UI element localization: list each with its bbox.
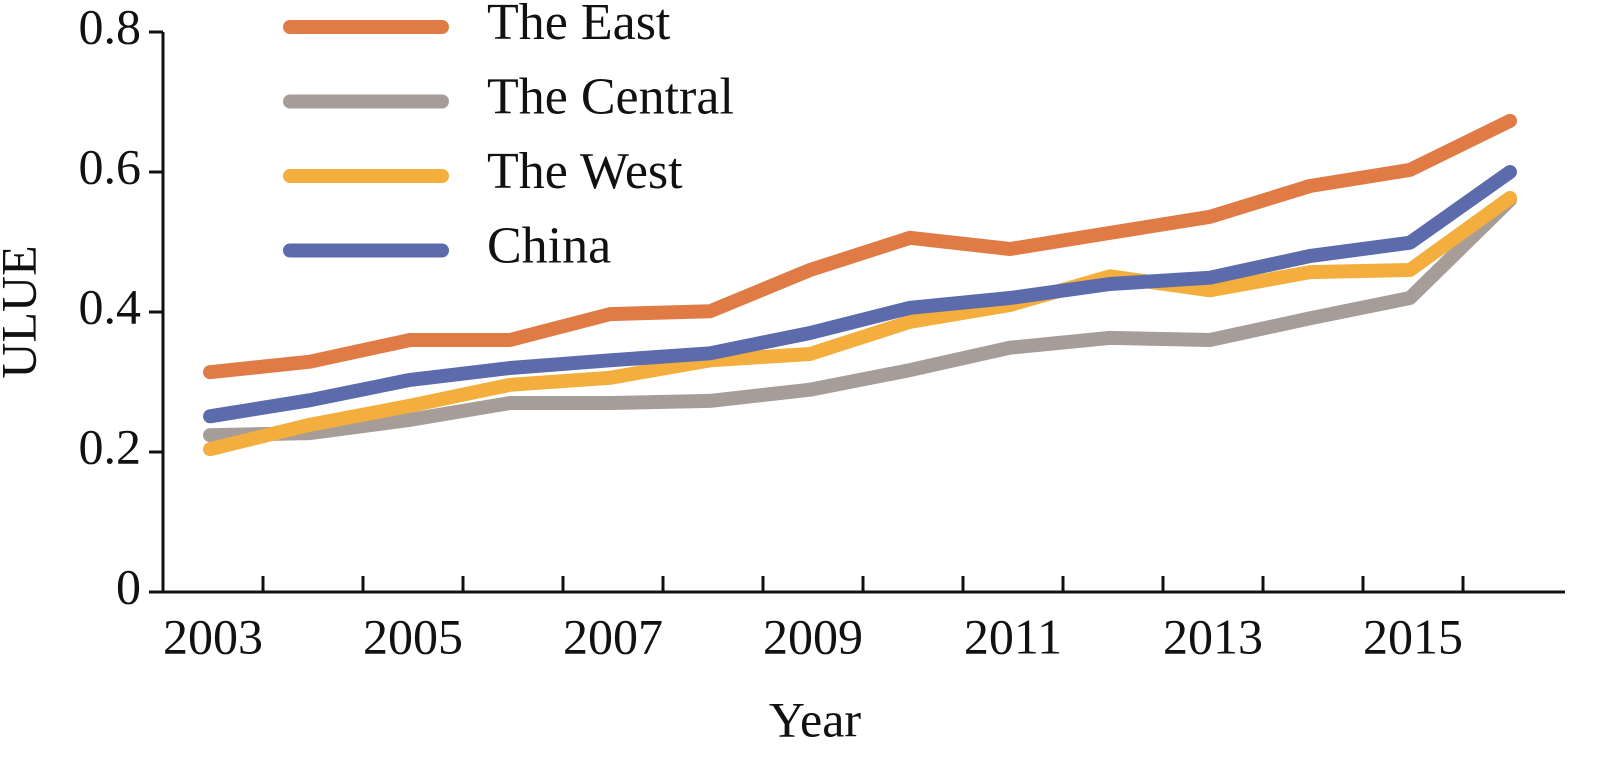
y-tick-label: 0.6 (79, 138, 142, 194)
legend-label: The West (487, 143, 683, 200)
x-axis-title: Year (769, 691, 861, 747)
y-tick-label: 0.2 (79, 418, 142, 474)
y-tick-label: 0.8 (79, 0, 142, 54)
series-line (203, 113, 1517, 380)
series-line (203, 193, 1517, 443)
series-line (203, 190, 1517, 457)
x-tick-label: 2013 (1163, 608, 1263, 664)
legend-label: The Central (487, 68, 734, 125)
x-tick-label: 2003 (163, 608, 263, 664)
x-tick-label: 2011 (964, 608, 1062, 664)
y-axis-title: ULUE (0, 245, 46, 378)
series-line (203, 165, 1517, 424)
legend-label: The East (487, 0, 671, 51)
x-tick-label: 2005 (363, 608, 463, 664)
y-tick-label: 0.4 (79, 278, 142, 334)
y-tick-label: 0 (116, 558, 141, 614)
x-tick-label: 2007 (563, 608, 663, 664)
legend-label: China (487, 217, 611, 274)
x-tick-label: 2009 (763, 608, 863, 664)
x-tick-label: 2015 (1363, 608, 1463, 664)
